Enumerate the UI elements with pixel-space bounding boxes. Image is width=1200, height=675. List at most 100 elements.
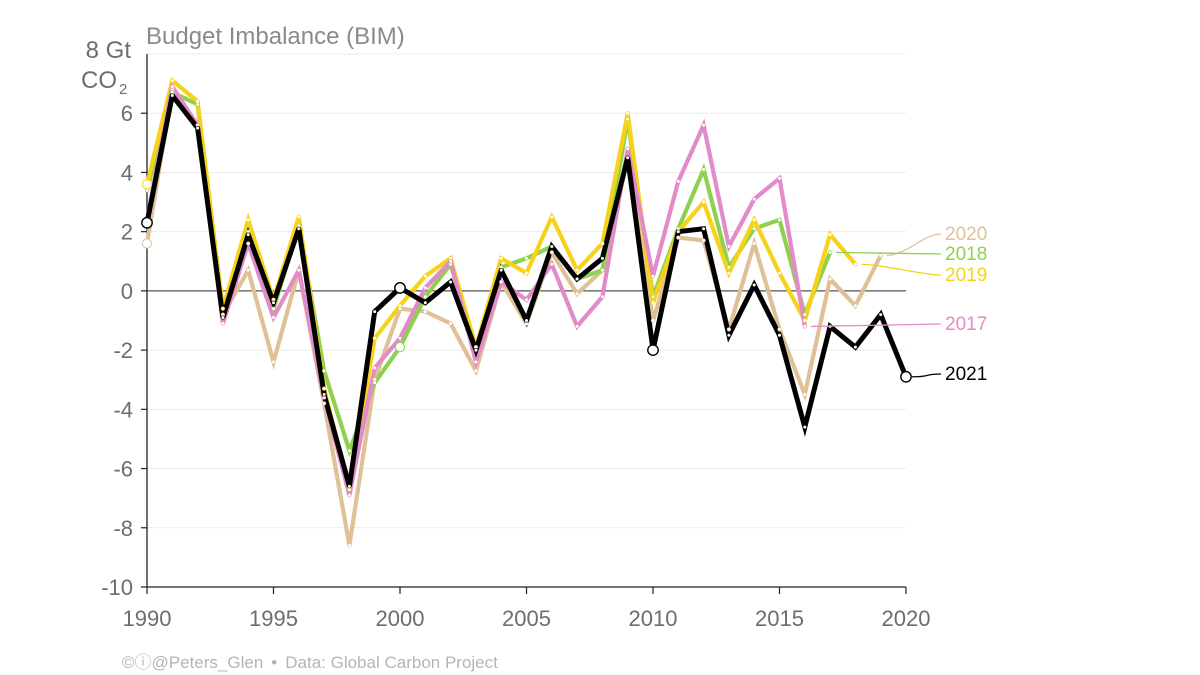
data-point-2018 [827,250,833,255]
data-point-2020 [752,241,757,246]
data-point-2021 [347,484,352,489]
data-point-2020 [777,327,782,332]
data-point-2021 [195,125,200,131]
author-handle: @Peters_Glen [151,653,264,672]
data-point-2019 [777,271,782,276]
data-source: Data: Global Carbon Project [285,653,498,672]
y-tick-label: 0 [121,279,133,304]
credit-separator: • [271,653,278,672]
data-point-2019 [170,78,175,83]
data-point-2017 [347,493,352,498]
hollow-marker-2020 [141,238,153,249]
data-point-2021 [524,318,529,323]
data-point-2019 [726,271,732,276]
data-point-2018 [600,268,605,273]
hollow-marker-2021 [394,282,406,294]
data-point-2021 [170,93,175,98]
data-point-2020 [650,318,656,323]
data-point-2020 [878,253,883,258]
license-icons: ©ⓘ [122,653,152,672]
data-point-2017 [397,336,403,341]
data-point-2018 [726,265,732,270]
data-point-2018 [625,117,630,122]
data-point-2019 [397,303,403,308]
hollow-marker-2018 [394,342,406,353]
data-point-2020 [246,268,251,273]
data-point-2021 [296,226,301,231]
data-point-2021 [220,315,225,320]
data-point-2017 [726,244,732,249]
hollow-marker-2021 [141,216,153,229]
y-unit-subscript: 2 [119,81,127,98]
data-point-2020 [347,543,352,548]
tick-labels: -10 -8 -6 -4 -2 0 2 4 6 1990 1995 2000 2005 2010 2015 2… [101,101,930,631]
data-point-2021 [423,300,428,305]
data-point-2019 [625,111,630,116]
data-point-2017 [625,146,630,151]
data-point-2017 [752,196,757,202]
data-point-2017 [296,268,301,273]
credit-line: ©ⓘ@Peters_Glen • Data: Global Carbon Proje… [122,648,498,673]
legend-connector-2021 [911,373,942,378]
data-point-2020 [271,359,276,365]
x-tick-label: 1995 [249,606,298,631]
data-point-2021 [600,256,605,261]
legend-label-2020: 2020 [945,224,987,245]
data-point-2017 [448,259,453,264]
data-point-2021 [499,268,504,273]
data-point-2019 [650,300,656,305]
data-point-2018 [347,448,352,453]
data-point-2020 [423,309,428,314]
data-point-2019 [524,271,529,276]
data-point-2018 [524,256,529,261]
data-point-2017 [777,176,782,181]
data-point-2017 [372,365,377,370]
y-tick-label: -2 [113,338,133,363]
data-point-2019 [423,273,428,279]
data-point-2020 [701,238,706,243]
x-tick-label: 2020 [882,606,931,631]
legend-label-2017: 2017 [945,314,987,335]
data-point-2019 [296,214,301,219]
data-point-2017 [473,359,479,365]
series-points [141,78,912,548]
data-point-2017 [423,285,428,291]
data-point-2020 [676,235,681,240]
data-point-2021 [752,282,757,288]
y-tick-label: 6 [121,101,133,126]
data-point-2020 [726,327,732,332]
x-tick-label: 1990 [123,606,172,631]
data-point-2017 [549,262,554,267]
data-point-2019 [499,256,504,261]
y-tick-label: 4 [121,160,133,185]
legend-label-2018: 2018 [945,244,987,265]
data-point-2021 [878,312,883,317]
data-point-2017 [170,84,175,89]
data-point-2018 [271,306,276,311]
y-unit-line1: 8 Gt [86,37,132,64]
hollow-marker-2021 [900,370,912,383]
legend-connector-2017 [810,323,942,328]
data-point-2017 [220,321,225,326]
data-point-2018 [372,380,377,385]
axes [141,54,907,594]
data-point-2019 [549,214,554,219]
data-point-2018 [701,167,706,172]
data-point-2021 [246,232,251,237]
data-point-2019 [246,217,251,222]
data-point-2021 [726,333,732,338]
data-point-2019 [802,318,807,323]
y-tick-label: -4 [113,397,133,422]
legend-label-2019: 2019 [945,265,987,286]
data-point-2021 [853,345,858,350]
data-point-2019 [220,306,225,311]
data-point-2017 [271,315,276,320]
series-line-2020 [144,83,883,546]
data-point-2021 [676,229,681,234]
data-point-2017 [574,324,580,329]
data-point-2019 [574,268,580,273]
data-point-2021 [625,155,630,160]
data-point-2021 [271,300,276,305]
